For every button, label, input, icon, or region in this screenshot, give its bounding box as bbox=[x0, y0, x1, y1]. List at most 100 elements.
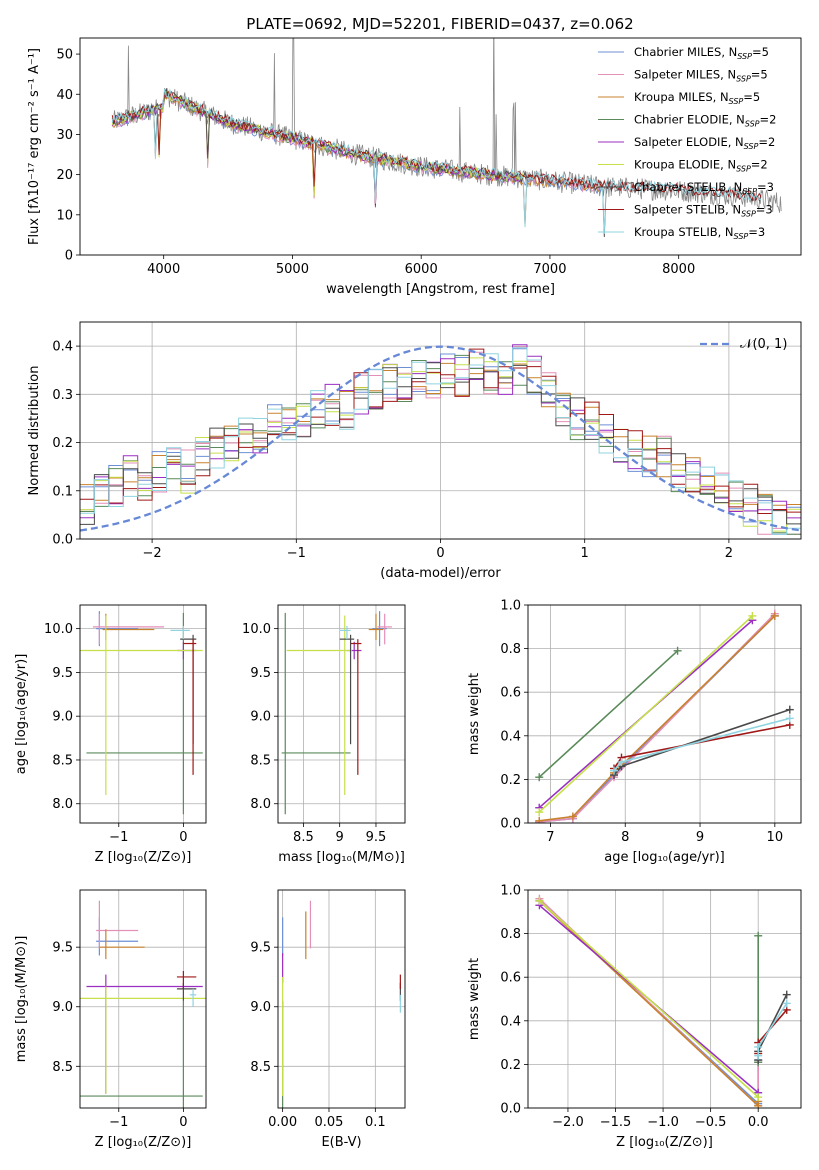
y-tick-label: 9.5 bbox=[250, 666, 271, 681]
y-tick-label: 0.2 bbox=[500, 1058, 521, 1073]
errorbar-salpeter_stelib bbox=[350, 639, 362, 775]
weight-point-kroupa_elodie bbox=[754, 1093, 763, 1102]
plot-area-weight_vs_age bbox=[535, 609, 794, 823]
errorbar-kroupa_stelib bbox=[339, 626, 351, 640]
weight-point-kroupa_miles bbox=[535, 816, 544, 823]
y-tick-label: 10.0 bbox=[242, 622, 271, 637]
axes-frame bbox=[79, 604, 207, 824]
y-tick-label: 9.0 bbox=[250, 710, 271, 725]
weight-point-kroupa_stelib bbox=[754, 1051, 763, 1060]
y-tick-label: 8.5 bbox=[52, 753, 73, 768]
y-tick-label: 8.0 bbox=[52, 797, 73, 812]
x-tick-label: 0.0 bbox=[748, 1115, 769, 1130]
legend-entry-salpeter_stelib: Salpeter STELIB, NSSP=3 bbox=[634, 203, 773, 219]
figure-title: PLATE=0692, MJD=52201, FIBERID=0437, z=0… bbox=[246, 15, 633, 33]
errorbar-kroupa_elodie bbox=[80, 615, 203, 795]
y-tick-label: 9.0 bbox=[250, 1000, 271, 1015]
y-tick-label: 8.5 bbox=[250, 753, 271, 768]
y-tick-label: 9.5 bbox=[52, 666, 73, 681]
errorbar-chabrier_miles bbox=[96, 611, 139, 647]
x-tick-label: 0.00 bbox=[268, 1115, 297, 1130]
y-axis-label: mass [log₁₀(M/M⊙)] bbox=[14, 936, 29, 1063]
weight-point-chabrier_elodie bbox=[535, 773, 544, 782]
weight-point-kroupa_stelib bbox=[785, 714, 794, 723]
axes-frame bbox=[527, 604, 802, 824]
axes-frame bbox=[79, 321, 802, 540]
normal-distribution-line bbox=[80, 345, 801, 532]
x-tick-label: −1 bbox=[287, 546, 306, 561]
plot-panels: 4000 5000 6000 7000 800001020304050wavelengt… bbox=[14, 37, 802, 1150]
errorbar-salpeter_stelib bbox=[176, 971, 197, 989]
legend-entry-kroupa_elodie: Kroupa ELODIE, NSSP=2 bbox=[634, 158, 768, 174]
errorbar-salpeter_stelib bbox=[183, 639, 197, 775]
errorbar-salpeter_miles bbox=[96, 900, 139, 949]
x-tick-label: 0.05 bbox=[315, 1115, 344, 1130]
errorbar-kroupa_elodie bbox=[286, 615, 353, 795]
y-tick-label: 0.2 bbox=[52, 436, 73, 451]
panel-residuals: −2 −1 0 1 2 0.0 0.1 0.2 0.3 0.4 (data-model)/error… bbox=[27, 321, 802, 581]
y-tick-label: 0.8 bbox=[500, 642, 521, 657]
weight-line-kroupa_elodie bbox=[538, 900, 759, 1098]
y-tick-label: 20 bbox=[56, 168, 73, 183]
panel-mass_vs_Z: −1 0 8.5 9.0 9.5 Z [log₁₀(Z/Z⊙)] mass [log₁₀(M… bbox=[14, 889, 207, 1150]
axes-frame bbox=[277, 889, 406, 1109]
y-tick-label: 0.6 bbox=[500, 686, 521, 701]
x-tick-label: 0 bbox=[436, 546, 444, 561]
x-tick-label: 1 bbox=[581, 546, 589, 561]
errorbar-kroupa_miles bbox=[99, 929, 145, 960]
y-axis-label: mass weight bbox=[467, 958, 482, 1040]
weight-point-chabrier_elodie bbox=[673, 646, 682, 655]
y-axis-label: Normed distribution bbox=[27, 366, 42, 496]
axes-frame bbox=[527, 889, 802, 1109]
weight-point-chabrier_elodie bbox=[754, 931, 763, 940]
x-tick-label: 9 bbox=[696, 830, 704, 845]
y-tick-label: 8.0 bbox=[250, 797, 271, 812]
panel-weight_vs_Z: −2.0 −1.5 −1.0 −0.5 0.0 0.0 0.2 0.4 0.6 0.8 1.0 Z [… bbox=[467, 884, 802, 1150]
x-tick-label: 4000 bbox=[147, 262, 180, 277]
weight-line-kroupa_miles bbox=[539, 615, 776, 822]
errorbar-chabrier_stelib bbox=[339, 634, 355, 745]
x-tick-label: −1 bbox=[109, 1115, 128, 1130]
legend-entry-chabrier_miles: Chabrier MILES, NSSP=5 bbox=[634, 45, 769, 61]
x-tick-label: 10 bbox=[767, 830, 784, 845]
x-axis-label: Z [log₁₀(Z/Z⊙)] bbox=[616, 1135, 713, 1150]
weight-line-chabrier_elodie bbox=[538, 650, 679, 778]
errorbar-kroupa_miles bbox=[368, 613, 384, 641]
y-tick-label: 8.5 bbox=[52, 1060, 73, 1075]
histogram-kroupa_stelib bbox=[80, 347, 801, 535]
histogram-salpeter_stelib bbox=[80, 348, 801, 514]
legend-entry-chabrier_elodie: Chabrier ELODIE, NSSP=2 bbox=[634, 113, 776, 129]
y-tick-label: 0.0 bbox=[52, 533, 73, 548]
weight-point-chabrier_stelib bbox=[785, 705, 794, 714]
y-tick-label: 0.2 bbox=[500, 773, 521, 788]
y-tick-label: 1.0 bbox=[500, 884, 521, 899]
x-tick-label: 0 bbox=[179, 1115, 187, 1130]
y-tick-label: 50 bbox=[56, 48, 73, 63]
y-tick-label: 9.0 bbox=[52, 710, 73, 725]
x-tick-label: 0 bbox=[179, 830, 187, 845]
y-tick-label: 0.8 bbox=[500, 927, 521, 942]
plot-area-age_vs_mass bbox=[281, 611, 392, 815]
x-axis-label: age [log₁₀(age/yr)] bbox=[604, 850, 725, 865]
errorbar-salpeter_miles bbox=[377, 613, 392, 645]
weight-point-kroupa_elodie bbox=[535, 808, 544, 817]
x-tick-label: 8000 bbox=[662, 262, 695, 277]
weight-line-kroupa_elodie bbox=[538, 615, 753, 813]
plot-area-mass_vs_ebv bbox=[282, 900, 401, 1108]
model-spectrum-salpeter_elodie bbox=[111, 91, 524, 208]
x-tick-label: 8.5 bbox=[293, 830, 314, 845]
x-tick-label: 9.5 bbox=[366, 830, 387, 845]
plot-area-age_vs_Z bbox=[80, 611, 203, 815]
y-tick-label: 9.0 bbox=[52, 1000, 73, 1015]
legend-entry-gaussian: 𝒩(0, 1) bbox=[740, 337, 787, 352]
x-tick-label: 7000 bbox=[533, 262, 566, 277]
panel-age_vs_Z: −1 0 8.0 8.5 9.0 9.5 10.0 Z [log₁₀(Z/Z⊙)] age [l… bbox=[14, 604, 207, 865]
weight-line-kroupa_stelib bbox=[757, 1002, 788, 1056]
x-axis-label: E(B-V) bbox=[321, 1135, 361, 1150]
legend-entry-salpeter_miles: Salpeter MILES, NSSP=5 bbox=[634, 68, 768, 84]
errorbar-chabrier_elodie bbox=[80, 1000, 203, 1108]
y-tick-label: 0.4 bbox=[52, 340, 73, 355]
x-tick-label: 7 bbox=[546, 830, 554, 845]
weight-point-kroupa_stelib bbox=[754, 1042, 763, 1051]
errorbar-kroupa_elodie bbox=[80, 986, 206, 1094]
